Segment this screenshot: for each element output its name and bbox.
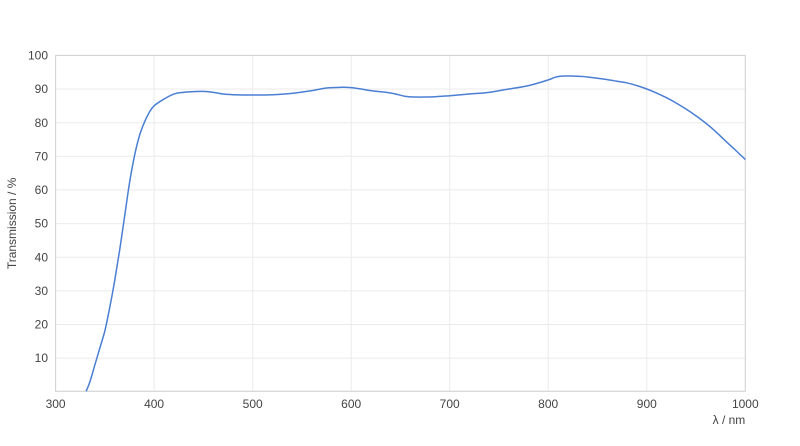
svg-text:600: 600 xyxy=(341,397,361,411)
svg-text:60: 60 xyxy=(35,183,49,197)
svg-text:20: 20 xyxy=(35,318,49,332)
svg-text:70: 70 xyxy=(35,149,49,163)
svg-text:400: 400 xyxy=(144,397,164,411)
svg-text:800: 800 xyxy=(538,397,558,411)
svg-text:40: 40 xyxy=(35,250,49,264)
svg-text:30: 30 xyxy=(35,284,49,298)
svg-text:80: 80 xyxy=(35,116,49,130)
svg-text:1000: 1000 xyxy=(732,397,759,411)
svg-text:300: 300 xyxy=(46,397,66,411)
svg-text:Transmission / %: Transmission / % xyxy=(5,177,19,269)
svg-text:100: 100 xyxy=(28,49,48,63)
svg-text:900: 900 xyxy=(637,397,657,411)
svg-text:500: 500 xyxy=(243,397,263,411)
svg-text:50: 50 xyxy=(35,217,49,231)
svg-text:90: 90 xyxy=(35,82,49,96)
svg-text:10: 10 xyxy=(35,351,49,365)
svg-text:λ / nm: λ / nm xyxy=(713,413,746,427)
svg-text:700: 700 xyxy=(440,397,460,411)
